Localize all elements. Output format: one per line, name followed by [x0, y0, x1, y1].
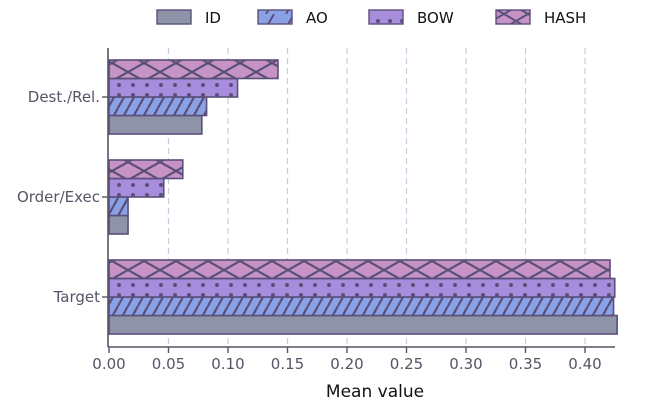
bar-hatch: [109, 160, 183, 179]
legend-swatch-outline: [156, 9, 192, 25]
legend-swatch-hatch: [369, 10, 403, 24]
bar-hatch: [109, 278, 615, 297]
bar-id: [109, 115, 202, 134]
bar-hatch: [109, 260, 610, 279]
bar-outline: [108, 59, 279, 80]
bar-hatch: [109, 78, 238, 97]
bar-id: [109, 315, 618, 334]
y-tick-label: Target: [53, 288, 101, 306]
y-tick-label: Order/Exec: [17, 188, 100, 206]
x-tick-label: 0.20: [330, 355, 363, 373]
x-tick-label: 0.05: [152, 355, 185, 373]
legend-label-id: ID: [205, 9, 221, 27]
bar-hatch: [109, 197, 129, 216]
bar-outline: [108, 259, 611, 280]
y-tick-labels: Target Order/Exec Dest./Rel.: [17, 88, 108, 306]
bar-hatch: [109, 178, 164, 197]
x-tick-label: 0.10: [211, 355, 244, 373]
legend-swatch-hatch: [496, 10, 530, 24]
legend-label-ao: AO: [306, 9, 328, 27]
x-tick-labels: 0.00 0.05 0.10 0.15 0.20 0.25 0.30 0.35 0.40: [92, 347, 602, 373]
x-tick-label: 0.00: [92, 355, 125, 373]
x-tick-label: 0.15: [271, 355, 304, 373]
legend-swatch-outline: [257, 9, 293, 25]
legend-label-hash: HASH: [544, 9, 586, 27]
legend-swatch-hatch: [258, 10, 292, 24]
bars: [108, 59, 618, 335]
legend-swatch-outline: [495, 9, 531, 25]
x-tick-label: 0.35: [509, 355, 542, 373]
bar-id: [109, 215, 129, 234]
x-tick-label: 0.25: [390, 355, 423, 373]
legend-swatch-outline: [368, 9, 404, 25]
bar-hatch: [109, 60, 278, 79]
x-tick-label: 0.30: [449, 355, 482, 373]
x-axis-label: Mean value: [326, 382, 424, 402]
legend-swatch-id: [157, 10, 191, 24]
bar-hatch: [109, 97, 207, 116]
x-tick-label: 0.40: [568, 355, 601, 373]
bar-hatch: [109, 297, 614, 316]
y-tick-label: Dest./Rel.: [28, 88, 100, 106]
legend-label-bow: BOW: [417, 9, 454, 27]
bar-outline: [108, 159, 184, 180]
legend: ID AO BOW HASH: [156, 9, 586, 27]
